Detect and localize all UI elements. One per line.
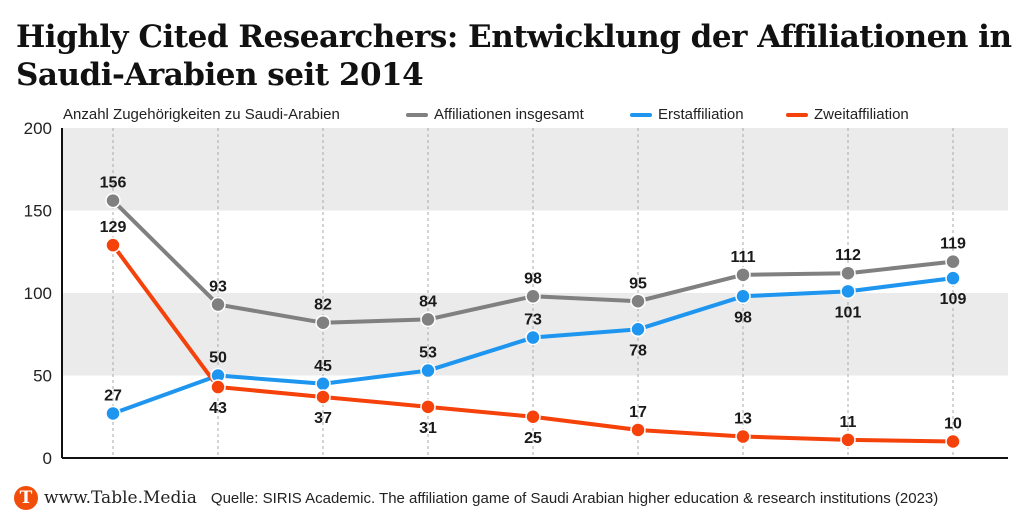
data-label: 78 bbox=[629, 342, 647, 359]
data-label: 98 bbox=[524, 270, 542, 287]
data-point bbox=[525, 409, 541, 425]
legend-label-total: Affiliationen insgesamt bbox=[434, 106, 584, 123]
legend-label-first: Erstaffiliation bbox=[658, 106, 744, 123]
data-label: 119 bbox=[940, 236, 966, 253]
data-label: 95 bbox=[629, 275, 647, 292]
legend-swatch-second bbox=[786, 112, 808, 117]
data-label: 50 bbox=[209, 350, 227, 367]
data-point bbox=[315, 376, 331, 392]
legend-swatch-first bbox=[630, 112, 652, 117]
data-label: 82 bbox=[314, 297, 332, 314]
grid-band bbox=[62, 128, 1008, 211]
data-label: 112 bbox=[835, 247, 861, 264]
data-label: 98 bbox=[734, 309, 752, 326]
data-label: 43 bbox=[209, 400, 227, 417]
site-link[interactable]: www.Table.Media bbox=[44, 488, 197, 508]
footer: T www.Table.Media Quelle: SIRIS Academic… bbox=[14, 486, 938, 510]
y-axis-label: Anzahl Zugehörigkeiten zu Saudi-Arabien bbox=[63, 106, 340, 123]
data-point bbox=[525, 288, 541, 305]
legend-swatch-total bbox=[406, 112, 428, 117]
chart-title: Highly Cited Researchers: Entwicklung de… bbox=[16, 18, 1012, 94]
data-label: 45 bbox=[314, 358, 332, 375]
data-point bbox=[840, 283, 856, 300]
data-label: 17 bbox=[629, 404, 647, 421]
data-point bbox=[630, 293, 646, 309]
data-point bbox=[105, 192, 121, 209]
data-point bbox=[315, 389, 331, 405]
data-label: 84 bbox=[419, 293, 437, 310]
y-tick-label: 50 bbox=[33, 367, 52, 386]
data-point bbox=[315, 314, 331, 331]
data-label: 73 bbox=[524, 312, 542, 329]
data-point bbox=[945, 253, 961, 270]
data-label: 109 bbox=[940, 291, 967, 308]
data-label: 10 bbox=[944, 416, 962, 433]
data-point bbox=[525, 329, 541, 346]
data-point bbox=[210, 296, 226, 313]
legend-item-second: Zweitaffiliation bbox=[786, 106, 909, 123]
data-label: 129 bbox=[100, 219, 127, 236]
data-label: 53 bbox=[419, 345, 437, 362]
y-tick-label: 0 bbox=[43, 449, 52, 468]
data-label: 101 bbox=[835, 304, 862, 321]
data-point bbox=[420, 362, 436, 379]
data-point bbox=[945, 433, 961, 450]
y-tick-label: 100 bbox=[24, 284, 52, 303]
data-label: 156 bbox=[100, 175, 127, 192]
data-label: 27 bbox=[104, 387, 122, 404]
data-point bbox=[210, 379, 226, 395]
data-label: 13 bbox=[734, 411, 752, 428]
data-point bbox=[420, 399, 436, 415]
data-point bbox=[105, 405, 121, 422]
data-point bbox=[840, 432, 856, 448]
data-label: 11 bbox=[840, 414, 857, 431]
data-label: 111 bbox=[731, 249, 756, 266]
data-label: 25 bbox=[524, 430, 542, 447]
data-point bbox=[630, 422, 646, 438]
data-point bbox=[105, 237, 121, 253]
data-point bbox=[630, 321, 646, 338]
data-label: 93 bbox=[209, 279, 227, 296]
data-point bbox=[735, 267, 751, 283]
data-point bbox=[735, 428, 751, 445]
data-label: 31 bbox=[419, 420, 437, 437]
chart-title-line-2: Saudi-Arabien seit 2014 bbox=[16, 57, 424, 93]
data-label: 37 bbox=[314, 410, 332, 427]
data-point bbox=[420, 311, 436, 328]
y-tick-label: 150 bbox=[24, 202, 52, 221]
table-media-logo-icon: T bbox=[14, 486, 38, 510]
data-point bbox=[840, 265, 856, 281]
data-point bbox=[945, 270, 961, 286]
data-point bbox=[735, 288, 751, 305]
legend-label-second: Zweitaffiliation bbox=[814, 106, 909, 123]
legend-item-total: Affiliationen insgesamt bbox=[406, 106, 584, 123]
y-tick-label: 200 bbox=[24, 119, 52, 138]
legend-item-first: Erstaffiliation bbox=[630, 106, 744, 123]
source-note: Quelle: SIRIS Academic. The affiliation … bbox=[210, 489, 939, 507]
chart-title-line-1: Highly Cited Researchers: Entwicklung de… bbox=[16, 19, 1012, 55]
